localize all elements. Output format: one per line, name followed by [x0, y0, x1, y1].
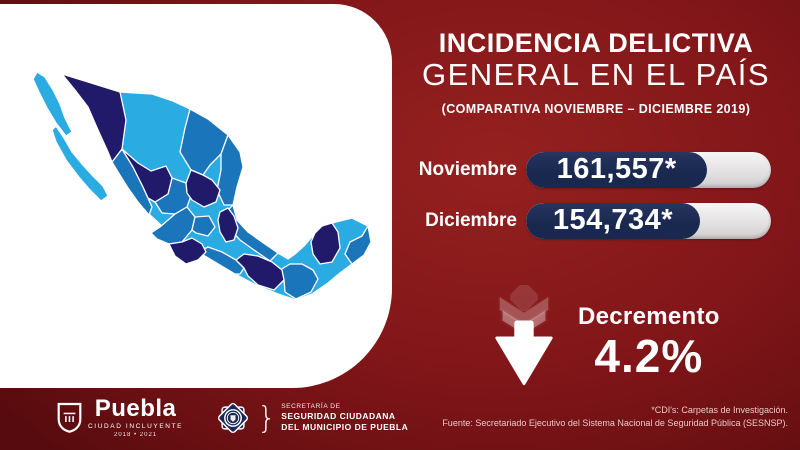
map-card	[0, 4, 392, 388]
change-text: Decremento 4.2%	[578, 303, 720, 379]
note-cdi: *CDI's: Carpetas de Investigación.	[651, 405, 788, 415]
puebla-name: Puebla	[94, 395, 177, 423]
map-state	[216, 134, 244, 206]
stat-pill-fill: 161,557*	[526, 152, 708, 188]
map-state	[61, 73, 127, 163]
change-value: 4.2%	[594, 330, 704, 382]
secretaria-line2: SEGURIDAD CIUDADANA	[281, 411, 396, 422]
stat-label: Noviembre	[418, 159, 517, 180]
map-state	[121, 148, 173, 203]
map-state	[279, 263, 319, 300]
map-state	[185, 169, 221, 208]
map-state	[150, 206, 196, 245]
change-indicator: Decremento 4.2%	[490, 285, 720, 387]
brace-divider: }	[257, 400, 277, 436]
puebla-years: 2018 • 2021	[113, 431, 158, 438]
stat-pill: 154,734*	[526, 203, 771, 239]
stat-row-diciembre: Diciembre 154,734*	[398, 203, 794, 239]
map-state	[179, 108, 229, 176]
map-state	[191, 215, 216, 237]
down-arrow-icon	[495, 285, 553, 386]
stat-label: Diciembre	[425, 210, 517, 231]
stat-pill: 161,557*	[526, 152, 771, 188]
puebla-wordmark: Puebla CIUDAD INCLUYENTE 2018 • 2021	[88, 395, 184, 438]
secretaria-line1: SECRETARÍA DE	[281, 402, 341, 410]
title-line1: INCIDENCIA DELICTIVA	[438, 28, 754, 58]
map-state	[51, 125, 109, 202]
mexico-map-icon	[32, 71, 372, 301]
change-label: Decremento	[578, 303, 720, 330]
note-fuente: Fuente: Secretariado Ejecutivo del Siste…	[442, 417, 788, 428]
stat-value: 161,557*	[556, 152, 677, 185]
secretaria-line3: DEL MUNICIPIO DE PUEBLA	[281, 422, 409, 433]
title-line2: GENERAL EN EL PAÍS	[421, 57, 771, 93]
map-state	[235, 253, 285, 291]
map-state	[217, 207, 239, 243]
map-state	[344, 225, 372, 265]
puebla-logo: Puebla CIUDAD INCLUYENTE 2018 • 2021	[56, 395, 184, 438]
stat-value: 154,734*	[552, 203, 674, 236]
stat-pill-fill: 154,734*	[526, 203, 700, 239]
map-state	[32, 71, 73, 137]
puebla-tagline: CIUDAD INCLUYENTE	[88, 423, 184, 431]
shield-icon	[57, 403, 82, 434]
stat-row-noviembre: Noviembre 161,557*	[398, 152, 794, 188]
police-star-icon	[218, 402, 249, 434]
title-subtitle: (COMPARATIVA NOVIEMBRE – DICIEMBRE 2019)	[441, 101, 751, 116]
page-title: INCIDENCIA DELICTIVA GENERAL EN EL PAÍS …	[398, 28, 794, 116]
source-notes: *CDI's: Carpetas de Investigación. Fuent…	[442, 404, 788, 429]
map-state	[310, 222, 341, 265]
secretaria-text: SECRETARÍA DE SEGURIDAD CIUDADANA DEL MU…	[281, 403, 408, 434]
content-panel: INCIDENCIA DELICTIVA GENERAL EN EL PAÍS …	[398, 0, 794, 450]
secretaria-logo: } SECRETARÍA DE SEGURIDAD CIUDADANA DEL …	[213, 397, 408, 439]
map-state	[168, 237, 207, 265]
footer-logos: Puebla CIUDAD INCLUYENTE 2018 • 2021 } S…	[56, 397, 408, 439]
